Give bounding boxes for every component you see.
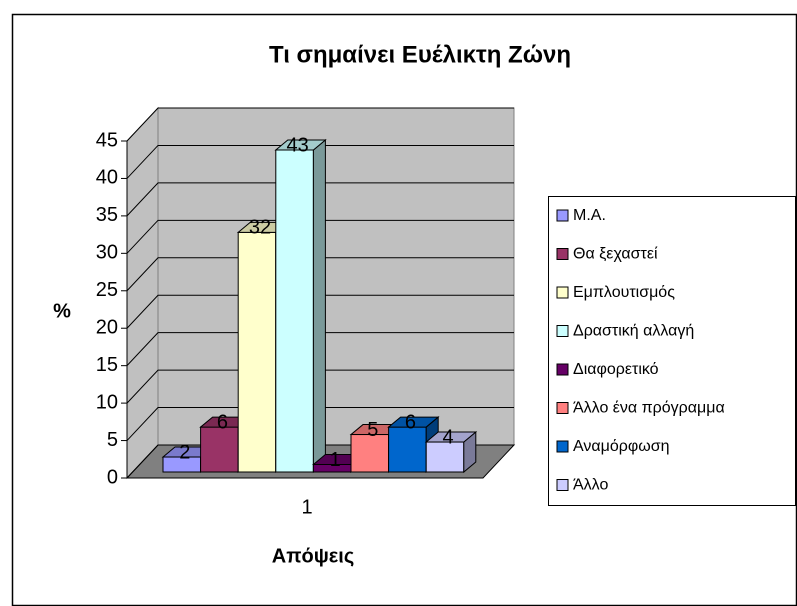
legend-swatch — [556, 286, 569, 299]
bar-side — [312, 138, 326, 474]
legend-label: Άλλο — [573, 477, 608, 494]
bar-front — [275, 149, 314, 473]
bar-top — [387, 416, 440, 428]
y-tick-label: 45 — [96, 129, 118, 151]
legend-swatch — [556, 363, 569, 376]
legend-label: Αναμόρφωση — [573, 438, 670, 455]
y-tick-label: 40 — [96, 167, 118, 189]
legend-box — [548, 196, 796, 506]
y-tick-label: 0 — [107, 466, 118, 488]
legend-swatch — [556, 402, 569, 414]
data-label: 1 — [330, 449, 341, 471]
grid-line — [126, 257, 514, 292]
legend-swatch — [556, 325, 569, 337]
y-tick-label: 10 — [96, 391, 118, 413]
grid-line — [126, 407, 514, 441]
bar-front — [200, 426, 239, 473]
grid-line — [126, 369, 514, 404]
legend-label: Θα ξεχαστεί — [573, 246, 658, 263]
chart-title: Τι σημαίνει Ευέλικτη Ζώνη — [269, 41, 571, 68]
legend-swatch — [556, 248, 569, 260]
y-tick-label: 30 — [96, 242, 118, 264]
bar-top — [274, 139, 327, 151]
legend-label: Δραστική αλλαγή — [573, 323, 694, 340]
y-tick-label: 25 — [96, 279, 118, 301]
y-axis-title: % — [53, 300, 71, 322]
data-label: 6 — [217, 411, 228, 433]
legend-label: Διαφορετικό — [573, 361, 659, 378]
grid-line — [126, 219, 514, 254]
data-label: 4 — [442, 426, 453, 448]
grid-line — [126, 182, 514, 217]
side-wall — [126, 106, 159, 480]
x-tick-label: 1 — [301, 496, 312, 518]
grid-line — [126, 144, 514, 179]
back-wall — [157, 107, 515, 446]
grid-line — [126, 294, 514, 329]
data-label: 2 — [179, 441, 190, 463]
legend-label: Μ.Α. — [573, 207, 606, 224]
data-label: 6 — [405, 411, 416, 433]
legend-swatch — [556, 209, 569, 222]
grid-line — [126, 107, 514, 142]
bar-top — [424, 431, 478, 443]
x-axis-title: Απόψεις — [272, 545, 355, 567]
legend-swatch — [556, 440, 569, 453]
y-tick-label: 35 — [96, 204, 118, 226]
legend-label: Εμπλουτισμός — [573, 284, 675, 301]
bar-front — [237, 231, 277, 473]
data-label: 32 — [249, 217, 271, 239]
bar-front — [425, 441, 465, 473]
legend-label: Άλλο ένα πρόγραμμα — [573, 400, 725, 417]
y-tick-label: 5 — [107, 429, 118, 451]
data-label: 43 — [286, 134, 308, 156]
bar-front — [388, 426, 427, 473]
grid-line — [126, 332, 514, 367]
y-tick-label: 15 — [96, 354, 118, 376]
data-label: 5 — [367, 419, 378, 441]
legend-swatch — [556, 479, 569, 491]
y-tick-label: 20 — [96, 317, 118, 339]
